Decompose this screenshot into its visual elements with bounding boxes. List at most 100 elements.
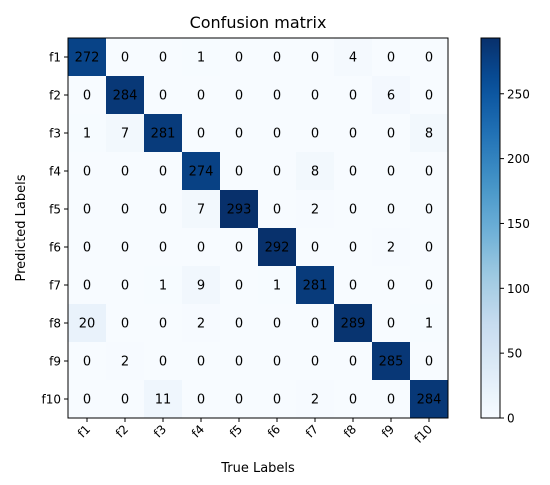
x-tick-label: f8: [341, 422, 359, 440]
cell-value-label: 0: [425, 241, 433, 256]
heatmap-cell: [106, 380, 145, 419]
x-axis-label: True Labels: [220, 461, 295, 476]
cell-value-label: 0: [197, 241, 205, 256]
heatmap-cells: [68, 38, 449, 419]
cell-value-label: 0: [349, 355, 357, 370]
cell-value-label: 20: [79, 317, 96, 332]
cell-value-label: 0: [349, 203, 357, 218]
cell-value-label: 7: [121, 127, 129, 142]
heatmap-cell: [144, 152, 183, 191]
heatmap-cell: [144, 266, 183, 305]
heatmap-cell: [182, 152, 221, 191]
heatmap-cell: [220, 114, 259, 153]
cell-value-label: 0: [273, 393, 281, 408]
heatmap-cell: [106, 190, 145, 229]
colorbar-ticks: 0 50 100 150 200 250: [500, 87, 530, 426]
cell-value-label: 1: [273, 279, 281, 294]
heatmap-cell: [182, 228, 221, 267]
cell-value-labels: 272 0 0 1 0 0 0 4 0 00 284 0 0 0 0 0 0 6 01 7 281 0 0 0 0 0 0 80 0 0 2…: [75, 51, 442, 408]
cell-value-label: 0: [311, 89, 319, 104]
cell-value-label: 0: [235, 317, 243, 332]
cell-value-label: 285: [379, 355, 404, 370]
cell-value-label: 0: [121, 317, 129, 332]
cell-value-label: 2: [121, 355, 129, 370]
y-tick-label: f10: [42, 393, 62, 407]
cell-value-label: 0: [159, 203, 167, 218]
x-tick-label: f2: [113, 422, 131, 440]
cell-value-label: 284: [417, 393, 442, 408]
colorbar: [480, 37, 501, 419]
heatmap-cell: [258, 304, 297, 343]
cell-value-label: 0: [273, 355, 281, 370]
heatmap-cell: [220, 190, 259, 229]
cell-value-label: 292: [265, 241, 290, 256]
cell-value-label: 281: [303, 279, 328, 294]
heatmap-cell: [296, 76, 335, 115]
heatmap-cell: [182, 76, 221, 115]
cell-value-label: 8: [425, 127, 433, 142]
cell-value-label: 0: [311, 355, 319, 370]
cell-value-label: 0: [425, 89, 433, 104]
heatmap-cell: [144, 190, 183, 229]
heatmap-cell: [334, 114, 373, 153]
cell-value-label: 0: [235, 279, 243, 294]
cell-value-label: 0: [159, 317, 167, 332]
heatmap-cell: [106, 76, 145, 115]
x-tick-label: f4: [189, 422, 207, 440]
cell-value-label: 0: [349, 279, 357, 294]
heatmap-cell: [410, 266, 449, 305]
heatmap-cell: [334, 190, 373, 229]
heatmap-cell: [334, 380, 373, 419]
cell-value-label: 0: [121, 165, 129, 180]
cell-value-label: 0: [121, 279, 129, 294]
heatmap-cell: [410, 304, 449, 343]
heatmap-cell: [68, 76, 107, 115]
heatmap-cell: [296, 152, 335, 191]
cell-value-label: 281: [151, 127, 176, 142]
cell-value-label: 2: [387, 241, 395, 256]
heatmap-cell: [220, 228, 259, 267]
heatmap-cell: [296, 228, 335, 267]
cell-value-label: 0: [197, 393, 205, 408]
cell-value-label: 0: [311, 241, 319, 256]
heatmap-cell: [410, 76, 449, 115]
cell-value-label: 6: [387, 89, 395, 104]
heatmap-cell: [334, 304, 373, 343]
cell-value-label: 0: [387, 317, 395, 332]
colorbar-tick-label: 200: [507, 152, 530, 166]
heatmap-cell: [410, 380, 449, 419]
cell-value-label: 0: [83, 89, 91, 104]
heatmap-cell: [334, 266, 373, 305]
heatmap-cell: [220, 304, 259, 343]
cell-value-label: 0: [311, 127, 319, 142]
cell-value-label: 0: [273, 165, 281, 180]
x-tick-label: f10: [411, 422, 435, 446]
cell-value-label: 0: [349, 241, 357, 256]
heatmap-cell: [372, 304, 411, 343]
heatmap-cell: [220, 38, 259, 77]
cell-value-label: 274: [189, 165, 214, 180]
cell-value-label: 0: [121, 393, 129, 408]
colorbar-tick-label: 50: [507, 347, 522, 361]
cell-value-label: 284: [113, 89, 138, 104]
cell-value-label: 0: [159, 51, 167, 66]
heatmap-cell: [182, 342, 221, 381]
cell-value-label: 2: [311, 203, 319, 218]
cell-value-label: 0: [235, 165, 243, 180]
y-tick-label: f9: [49, 355, 61, 369]
heatmap-cell: [296, 342, 335, 381]
heatmap-cell: [182, 380, 221, 419]
cell-value-label: 0: [235, 89, 243, 104]
cell-value-label: 9: [197, 279, 205, 294]
cell-value-label: 0: [273, 51, 281, 66]
y-tick-label: f6: [49, 241, 61, 255]
cell-value-label: 0: [83, 165, 91, 180]
cell-value-label: 4: [349, 51, 357, 66]
cell-value-label: 8: [311, 165, 319, 180]
heatmap-cell: [296, 304, 335, 343]
cell-value-label: 0: [273, 127, 281, 142]
colorbar-tick-label: 250: [507, 87, 530, 101]
heatmap-cell: [334, 152, 373, 191]
heatmap-cell: [106, 228, 145, 267]
cell-value-label: 0: [83, 355, 91, 370]
